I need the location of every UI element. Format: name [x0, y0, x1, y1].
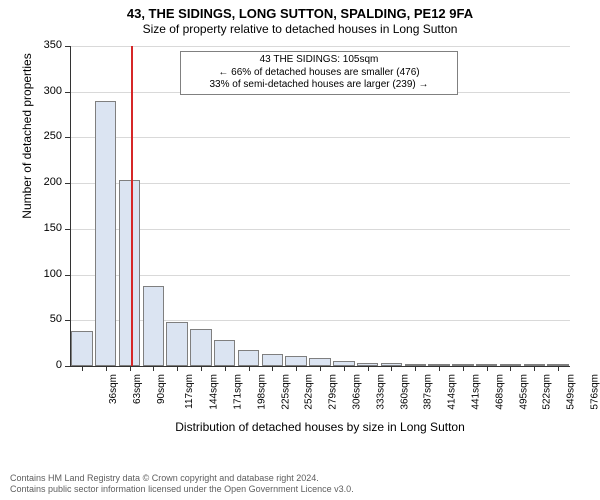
x-tick-label: 171sqm [233, 374, 244, 410]
x-tick-label: 90sqm [156, 374, 167, 404]
annotation-line: ← 66% of detached houses are smaller (47… [185, 67, 453, 80]
x-tick-label: 252sqm [304, 374, 315, 410]
chart-container: 43, THE SIDINGS, LONG SUTTON, SPALDING, … [0, 0, 600, 500]
y-tick-label: 0 [0, 359, 62, 371]
x-tick-label: 387sqm [423, 374, 434, 410]
histogram-bar [214, 340, 235, 366]
x-tick-label: 117sqm [184, 374, 195, 409]
chart-subtitle: Size of property relative to detached ho… [0, 21, 600, 36]
x-tick-label: 225sqm [280, 374, 291, 410]
histogram-bar [95, 101, 116, 366]
chart-title: 43, THE SIDINGS, LONG SUTTON, SPALDING, … [0, 0, 600, 21]
y-tick-label: 200 [0, 176, 62, 188]
x-axis-label: Distribution of detached houses by size … [70, 420, 570, 434]
grid-line [70, 275, 570, 276]
reference-line [131, 46, 133, 366]
histogram-bar [143, 286, 164, 366]
chart-footer: Contains HM Land Registry data © Crown c… [10, 473, 354, 496]
histogram-bar [262, 354, 283, 366]
histogram-bar [285, 356, 306, 366]
annotation-line: 33% of semi-detached houses are larger (… [185, 79, 453, 92]
histogram-bar [309, 358, 330, 366]
x-tick-label: 360sqm [399, 374, 410, 410]
x-tick-label: 198sqm [256, 374, 267, 410]
x-tick-label: 414sqm [447, 374, 458, 410]
x-tick-label: 468sqm [494, 374, 505, 410]
y-tick-label: 100 [0, 268, 62, 280]
x-tick-label: 144sqm [209, 374, 220, 410]
grid-line [70, 46, 570, 47]
y-tick-label: 300 [0, 85, 62, 97]
histogram-bar [119, 180, 140, 366]
plot-area: 43 THE SIDINGS: 105sqm← 66% of detached … [70, 46, 570, 366]
footer-line: Contains HM Land Registry data © Crown c… [10, 473, 354, 484]
grid-line [70, 229, 570, 230]
x-tick-label: 576sqm [590, 374, 600, 410]
x-tick-label: 549sqm [566, 374, 577, 410]
y-tick-label: 350 [0, 39, 62, 51]
histogram-bar [71, 331, 92, 366]
annotation-line: 43 THE SIDINGS: 105sqm [185, 54, 453, 67]
histogram-bar [190, 329, 211, 366]
y-tick-label: 250 [0, 130, 62, 142]
y-tick-label: 150 [0, 222, 62, 234]
x-tick-label: 522sqm [542, 374, 553, 410]
x-axis-line [70, 366, 570, 367]
x-tick-label: 441sqm [471, 374, 482, 410]
x-tick-label: 36sqm [108, 374, 119, 404]
footer-line: Contains public sector information licen… [10, 484, 354, 495]
histogram-bar [238, 350, 259, 366]
x-tick-label: 495sqm [518, 374, 529, 410]
x-tick-label: 333sqm [375, 374, 386, 410]
x-tick-label: 306sqm [352, 374, 363, 410]
y-axis-line [70, 46, 71, 366]
y-tick-label: 50 [0, 313, 62, 325]
annotation-box: 43 THE SIDINGS: 105sqm← 66% of detached … [180, 51, 458, 95]
grid-line [70, 183, 570, 184]
x-tick-label: 279sqm [328, 374, 339, 410]
x-tick-label: 63sqm [132, 374, 143, 404]
grid-line [70, 137, 570, 138]
histogram-bar [166, 322, 187, 366]
